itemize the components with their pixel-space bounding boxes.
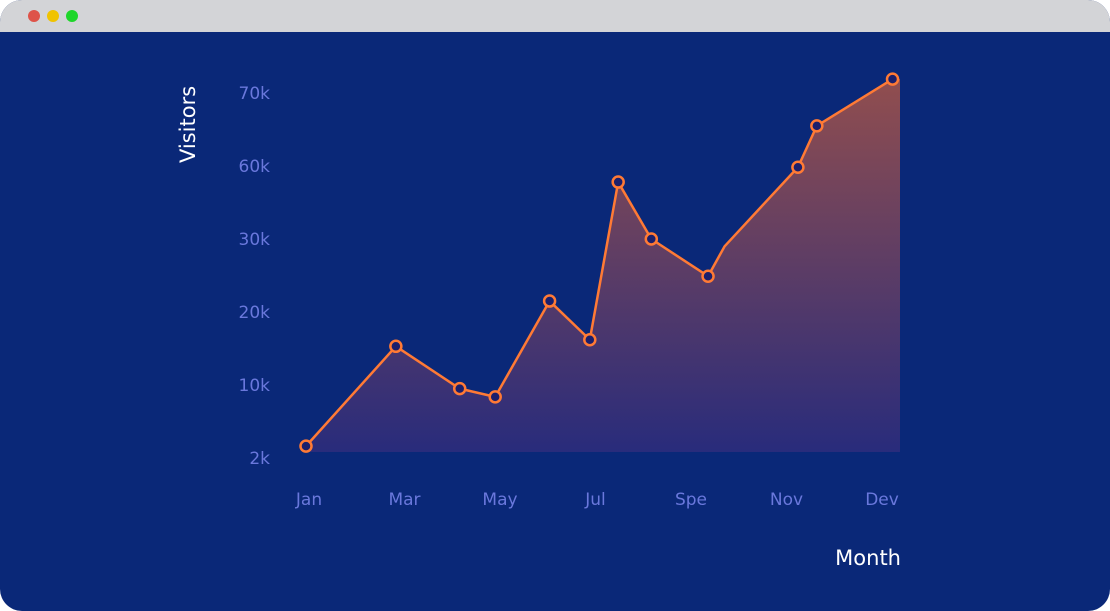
y-axis-ticks: 2k 10k 20k 30k 60k 70k xyxy=(239,84,271,469)
data-point[interactable] xyxy=(644,232,659,246)
x-tick-label: Mar xyxy=(388,490,420,510)
x-tick-label: Nov xyxy=(770,490,803,510)
title-bar xyxy=(0,0,1110,32)
data-point[interactable] xyxy=(542,294,557,308)
data-point[interactable] xyxy=(583,332,597,347)
y-tick-label: 20k xyxy=(239,303,271,323)
area-fill xyxy=(306,79,900,452)
y-tick-label: 30k xyxy=(239,230,271,250)
y-tick-label: 10k xyxy=(239,376,271,396)
data-point[interactable] xyxy=(701,269,715,283)
data-point[interactable] xyxy=(299,439,313,453)
x-tick-label: Spe xyxy=(675,490,707,510)
plot-area xyxy=(299,72,900,453)
x-tick-label: Jul xyxy=(584,490,606,510)
data-point[interactable] xyxy=(452,381,467,396)
x-tick-label: May xyxy=(482,490,517,510)
data-point[interactable] xyxy=(791,160,805,174)
y-tick-label: 2k xyxy=(249,449,270,469)
y-tick-label: 70k xyxy=(239,84,271,104)
x-tick-label: Dev xyxy=(865,490,899,510)
minimize-button[interactable] xyxy=(47,10,59,22)
data-point[interactable] xyxy=(611,175,625,189)
x-tick-label: Jan xyxy=(295,490,322,510)
data-point[interactable] xyxy=(810,119,824,133)
x-axis-ticks: Jan Mar May Jul Spe Nov Dev xyxy=(295,490,899,510)
y-axis-title: Visitors xyxy=(176,86,200,163)
data-point[interactable] xyxy=(389,339,403,354)
x-axis-title: Month xyxy=(835,546,901,570)
data-point[interactable] xyxy=(885,72,900,86)
y-tick-label: 60k xyxy=(239,157,271,177)
maximize-button[interactable] xyxy=(66,10,78,22)
close-button[interactable] xyxy=(28,10,40,22)
data-point[interactable] xyxy=(488,390,502,404)
